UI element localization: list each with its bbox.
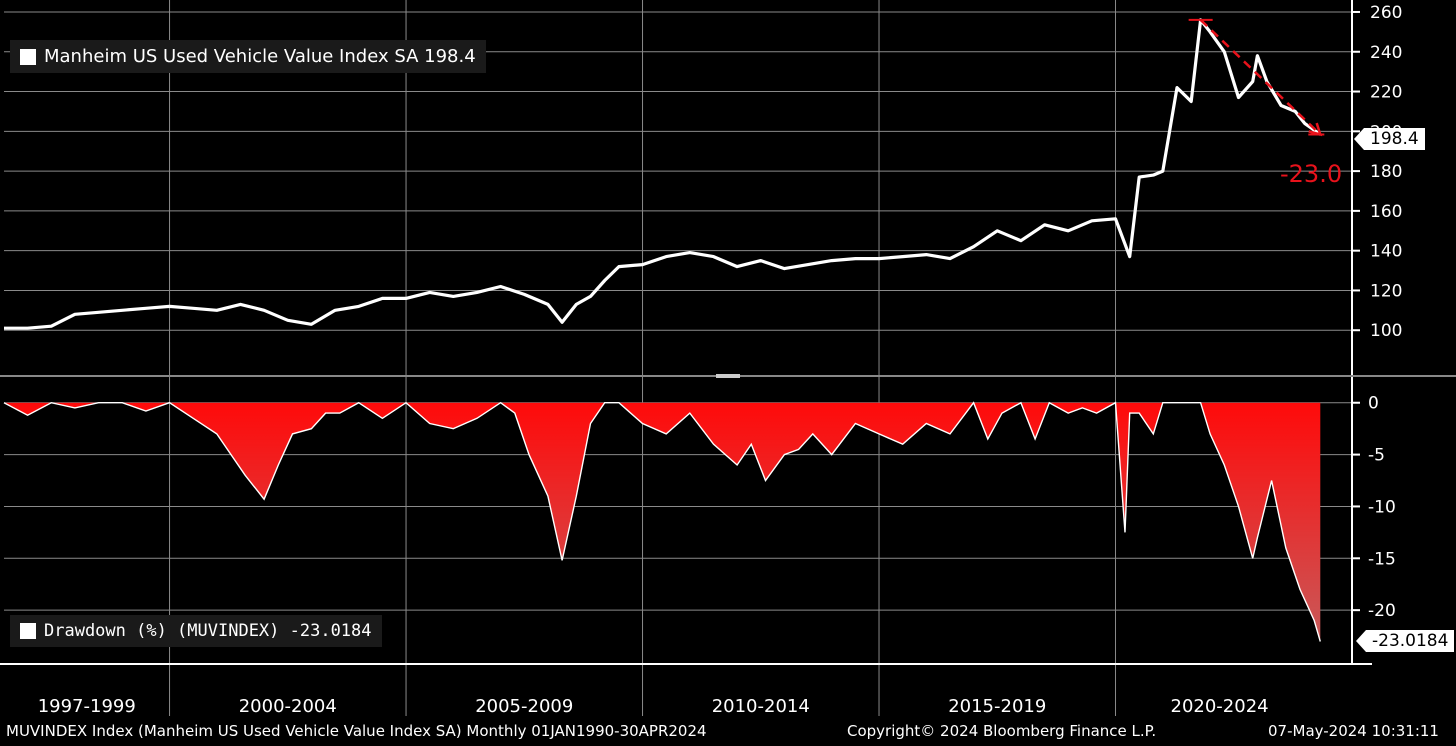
top-panel-plot (4, 18, 1325, 330)
bottom-legend: Drawdown (%) (MUVINDEX) -23.0184 (10, 615, 382, 647)
bottom-legend-swatch (20, 623, 36, 639)
drawdown-arrow-line (1199, 19, 1322, 136)
bottom-y-tick-label: -20 (1368, 601, 1396, 621)
bottom-y-tick-label: -15 (1368, 549, 1396, 569)
axes (0, 0, 1456, 665)
footer-source: MUVINDEX Index (Manheim US Used Vehicle … (6, 722, 707, 740)
x-tick-label: 2020-2024 (1171, 696, 1269, 717)
top-y-tick-label: 160 (1370, 202, 1402, 222)
x-tick-label: 2015-2019 (948, 696, 1046, 717)
top-y-tick-label: 240 (1370, 43, 1402, 63)
bottom-panel-plot (3, 401, 1321, 642)
top-y-tick-label: 180 (1370, 162, 1402, 182)
top-legend: Manheim US Used Vehicle Value Index SA 1… (10, 40, 486, 73)
x-tick-label: 2010-2014 (712, 696, 810, 717)
bottom-y-tick-label: -5 (1368, 446, 1385, 466)
top-legend-text: Manheim US Used Vehicle Value Index SA 1… (44, 46, 476, 67)
drawdown-outline (3, 401, 1321, 642)
bottom-y-tick-label: 0 (1368, 394, 1379, 414)
top-y-tick-label: 220 (1370, 83, 1402, 103)
footer-timestamp: 07-May-2024 10:31:11 (1268, 722, 1439, 740)
x-tick-label: 2000-2004 (239, 696, 337, 717)
drawdown-annotation-label: -23.0 (1280, 160, 1343, 188)
top-y-tick-label: 140 (1370, 242, 1402, 262)
index-line (4, 18, 1322, 330)
top-legend-swatch (20, 48, 36, 65)
period-dividers (169, 0, 1117, 716)
bottom-y-tick-label: -10 (1368, 497, 1396, 517)
top-y-tick-label: 260 (1370, 3, 1402, 23)
x-tick-label: 2005-2009 (475, 696, 573, 717)
bottom-last-value-label: -23.0184 (1366, 630, 1455, 652)
bottom-legend-text: Drawdown (%) (MUVINDEX) -23.0184 (44, 621, 372, 641)
footer-copyright: Copyright© 2024 Bloomberg Finance L.P. (847, 722, 1157, 740)
tick-labels: 1001201401601802002202402600-5-10-15-201… (38, 3, 1403, 717)
top-y-tick-label: 120 (1370, 281, 1402, 301)
top-y-tick-label: 100 (1370, 321, 1402, 341)
top-last-value-label: 198.4 (1364, 128, 1425, 150)
x-tick-label: 1997-1999 (38, 696, 136, 717)
